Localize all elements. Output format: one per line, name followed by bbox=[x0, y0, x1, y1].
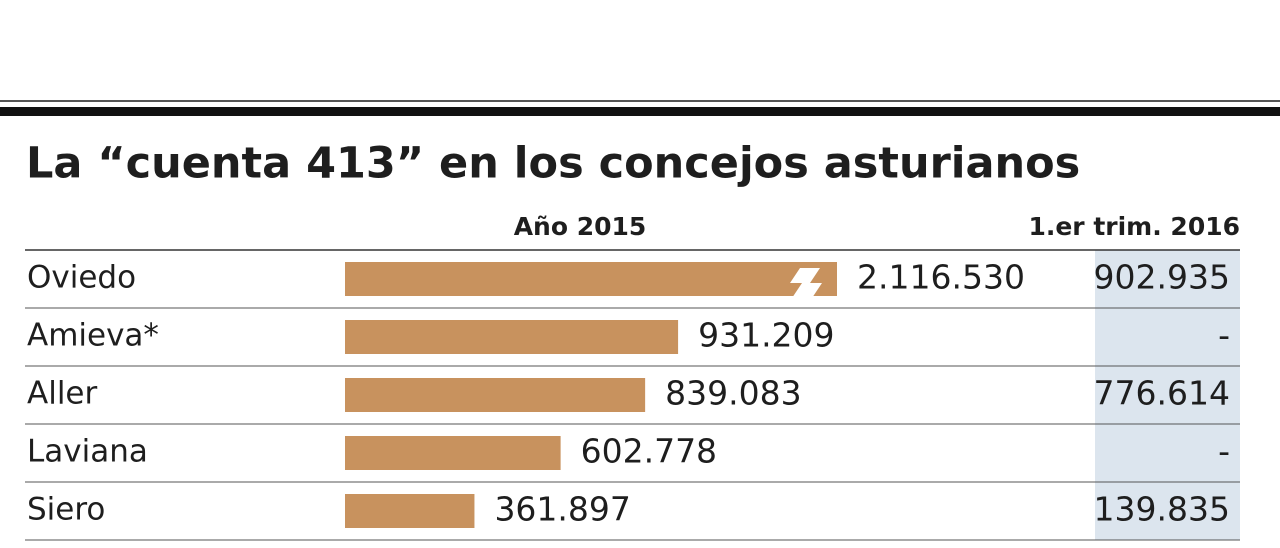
table-cell: - bbox=[1218, 316, 1230, 355]
value-label: 931.209 bbox=[698, 316, 834, 355]
axis-break bbox=[790, 268, 822, 298]
row-label: Laviana bbox=[27, 434, 148, 470]
bar bbox=[345, 378, 646, 412]
table-cell: 776.614 bbox=[1094, 374, 1230, 413]
bar bbox=[345, 320, 679, 354]
column-header: 1.er trim. 2016 bbox=[1028, 212, 1240, 241]
row-label: Oviedo bbox=[27, 260, 136, 296]
bars bbox=[345, 262, 837, 528]
row-label: Amieva* bbox=[27, 318, 159, 354]
column-header: Año 2015 bbox=[514, 212, 647, 241]
table-cell: - bbox=[1218, 432, 1230, 471]
bar bbox=[345, 436, 561, 470]
value-label: 2.116.530 bbox=[857, 258, 1025, 297]
row-label: Aller bbox=[27, 376, 98, 412]
table-cell: 902.935 bbox=[1094, 258, 1230, 297]
rows: Oviedo 2.116.530 902.935 Amieva* 931.209 - All… bbox=[25, 249, 1240, 541]
top-bar bbox=[0, 107, 1280, 116]
value-label: 602.778 bbox=[581, 432, 717, 471]
value-label: 839.083 bbox=[665, 374, 801, 413]
value-label: 361.897 bbox=[494, 490, 630, 529]
chart-title: La “cuenta 413” en los concejos asturian… bbox=[26, 139, 1080, 189]
bar bbox=[345, 262, 837, 296]
table-cell: 139.835 bbox=[1094, 490, 1230, 529]
column-highlight bbox=[1095, 250, 1240, 540]
bar bbox=[345, 494, 475, 528]
row-label: Siero bbox=[27, 492, 105, 528]
